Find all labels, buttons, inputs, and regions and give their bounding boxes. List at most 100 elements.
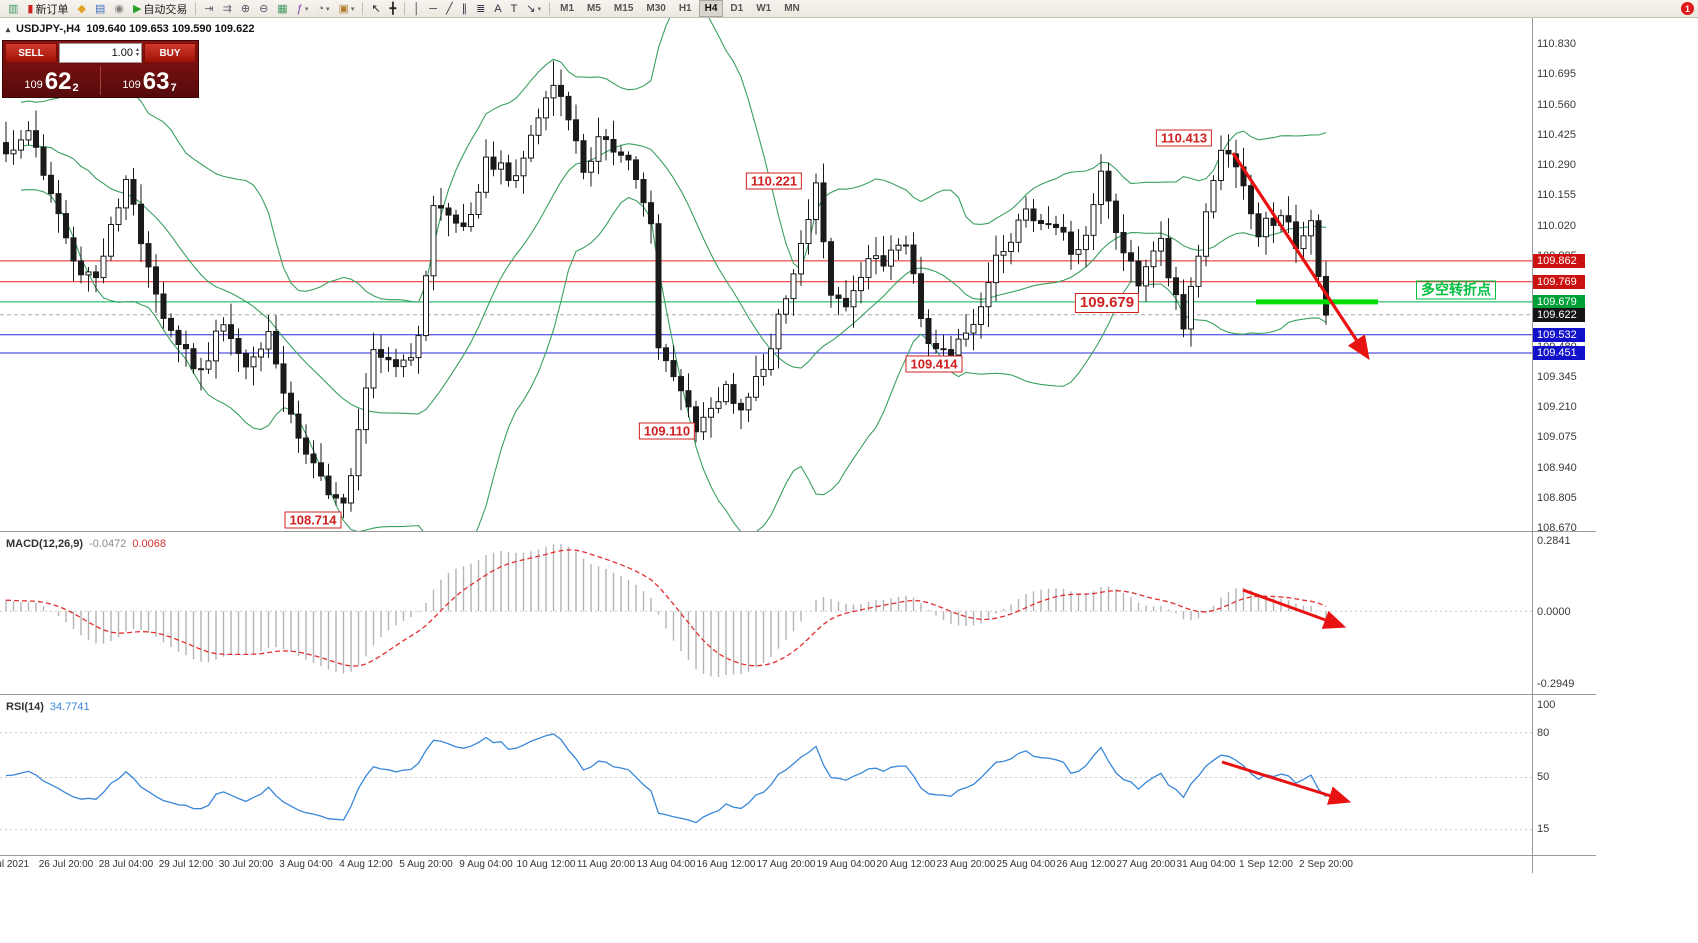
macd-scale-label: 0.2841: [1537, 535, 1571, 547]
volume-spinner[interactable]: ▴ ▾: [135, 47, 139, 58]
price-scale-column: 110.830 110.695 110.560 110.425 110.290 110.1…: [1533, 0, 1697, 943]
time-axis-label: 10 Aug 12:00: [516, 859, 576, 870]
trendline-button[interactable]: ╱: [442, 0, 457, 18]
arrows-tool-button[interactable]: ↘ ▾: [522, 0, 545, 18]
toolbar-separator: [549, 2, 551, 15]
new-chart-button[interactable]: ▥: [4, 0, 22, 18]
panel-separator[interactable]: [0, 694, 1596, 695]
label-button[interactable]: T: [507, 0, 522, 18]
notification-badge[interactable]: 1: [1681, 2, 1694, 15]
text-button[interactable]: A: [490, 0, 505, 18]
cursor-button[interactable]: ↖: [367, 0, 384, 18]
toolbar-separator: [404, 2, 406, 15]
volume-value[interactable]: 1.00: [111, 47, 133, 59]
text-icon: A: [494, 2, 502, 15]
macd-scale-label: -0.2949: [1537, 678, 1575, 690]
volume-up-icon[interactable]: ▴: [135, 47, 139, 53]
navigator-button[interactable]: ◉: [110, 0, 128, 18]
chart-shift-icon: ⇥: [204, 2, 214, 15]
buy-button[interactable]: BUY: [144, 43, 196, 63]
macd-indicator-panel[interactable]: [0, 533, 1532, 693]
price-scale-label: 110.830: [1537, 38, 1576, 50]
channel-button[interactable]: ∥: [458, 0, 472, 18]
one-click-trading-widget: SELL 1.00 ▴ ▾ BUY 109 62 2 109 63 7: [2, 40, 199, 98]
price-annotation[interactable]: 110.413: [1155, 129, 1213, 147]
macd-label: MACD(12,26,9) -0.0472 0.0068: [6, 538, 166, 550]
volume-down-icon[interactable]: ▾: [135, 52, 139, 58]
rsi-label: RSI(14) 34.7741: [6, 701, 90, 713]
sell-price-pips: 62: [44, 68, 72, 95]
macd-scale-label: 0.0000: [1537, 606, 1571, 618]
timeframe-w1-button[interactable]: W1: [756, 3, 772, 14]
time-axis[interactable]: 3 Jul 2021 26 Jul 20:00 28 Jul 04:00 29 Jul…: [0, 855, 1596, 874]
timeframe-mn-button[interactable]: MN: [784, 3, 800, 14]
periods-icon: ◔: [317, 2, 324, 15]
price-annotation[interactable]: 109.414: [905, 355, 963, 373]
timeframe-m30-button[interactable]: M30: [646, 3, 666, 14]
channel-icon: ∥: [461, 2, 468, 15]
scale-separator: [1532, 18, 1533, 873]
timeframe-m5-button[interactable]: M5: [587, 3, 601, 14]
sell-button[interactable]: SELL: [5, 43, 57, 63]
buy-price[interactable]: 109 63 7: [101, 64, 198, 97]
timeframe-m15-button[interactable]: M15: [613, 3, 634, 14]
time-axis-label: 16 Aug 12:00: [696, 859, 756, 870]
arrows-tool-icon: ↘: [526, 2, 536, 15]
time-axis-label: 31 Aug 04:00: [1176, 859, 1236, 870]
time-axis-label: 27 Aug 20:00: [1116, 859, 1176, 870]
timeframe-h1-button[interactable]: H1: [678, 3, 692, 14]
zoom-out-icon: ⊖: [259, 2, 269, 15]
chart-shift-button[interactable]: ⇥: [200, 0, 217, 18]
rsi-value: 34.7741: [49, 701, 90, 713]
price-annotation[interactable]: 108.714: [284, 511, 342, 529]
current-price-tag: 109.622: [1533, 307, 1585, 322]
time-axis-label: 3 Jul 2021: [0, 859, 30, 870]
periods-button[interactable]: ◔ ▾: [313, 0, 333, 18]
timeframe-h4-button[interactable]: H4: [698, 0, 724, 17]
quote-symbol: USDJPY-,H4: [16, 23, 81, 35]
panel-separator[interactable]: [0, 531, 1596, 532]
zoom-in-button[interactable]: ⊕: [237, 0, 254, 18]
time-axis-label: 11 Aug 20:00: [576, 859, 636, 870]
fibonacci-icon: ≣: [476, 2, 486, 15]
rsi-indicator-panel[interactable]: [0, 696, 1532, 855]
caret-down-icon: ▾: [537, 5, 542, 13]
trade-widget-divider: [100, 66, 101, 95]
sell-price-int: 109: [24, 79, 43, 91]
price-scale-label: 110.425: [1537, 128, 1576, 141]
auto-trading-button[interactable]: ▶ 自动交易: [129, 0, 191, 18]
price-annotation[interactable]: 110.221: [745, 172, 803, 190]
price-scale-label: 109.210: [1537, 401, 1577, 413]
fibonacci-button[interactable]: ≣: [472, 0, 489, 18]
tile-windows-button[interactable]: ▦: [273, 0, 291, 18]
market-watch-button[interactable]: ◆: [73, 0, 89, 18]
new-order-button[interactable]: ▮ 新订单: [23, 0, 72, 18]
macd-name: MACD(12,26,9): [6, 538, 84, 550]
auto-scroll-button[interactable]: ⇉: [219, 0, 236, 18]
sell-price[interactable]: 109 62 2: [3, 64, 100, 97]
indicators-button[interactable]: ƒ ▾: [293, 0, 313, 18]
time-axis-label: 17 Aug 20:00: [756, 859, 816, 870]
time-axis-label: 26 Jul 20:00: [38, 859, 94, 870]
price-annotation[interactable]: 109.110: [638, 422, 696, 440]
volume-stepper[interactable]: 1.00 ▴ ▾: [59, 43, 142, 63]
new-chart-icon: ▥: [8, 2, 19, 15]
price-scale-label: 110.695: [1537, 68, 1576, 81]
data-window-button[interactable]: ▤: [91, 0, 109, 18]
vertical-line-button[interactable]: │: [409, 0, 424, 18]
caret-down-icon: ▾: [304, 5, 309, 13]
templates-icon: ▣: [338, 2, 349, 15]
crosshair-button[interactable]: ╋: [386, 0, 401, 18]
timeframe-m1-button[interactable]: M1: [560, 3, 575, 14]
main-price-chart[interactable]: [0, 18, 1532, 531]
chart-quote-line: ▴ USDJPY-,H4 109.640 109.653 109.590 109…: [6, 23, 254, 35]
data-window-icon: ▤: [94, 2, 106, 15]
zoom-out-button[interactable]: ⊖: [255, 0, 272, 18]
timeframe-d1-button[interactable]: D1: [730, 3, 744, 14]
sell-price-pipette: 2: [72, 82, 79, 94]
price-annotation[interactable]: 109.679: [1074, 293, 1140, 313]
templates-button[interactable]: ▣ ▾: [335, 0, 359, 18]
turning-point-label[interactable]: 多空转折点: [1416, 280, 1496, 300]
horizontal-line-button[interactable]: ─: [425, 0, 441, 18]
